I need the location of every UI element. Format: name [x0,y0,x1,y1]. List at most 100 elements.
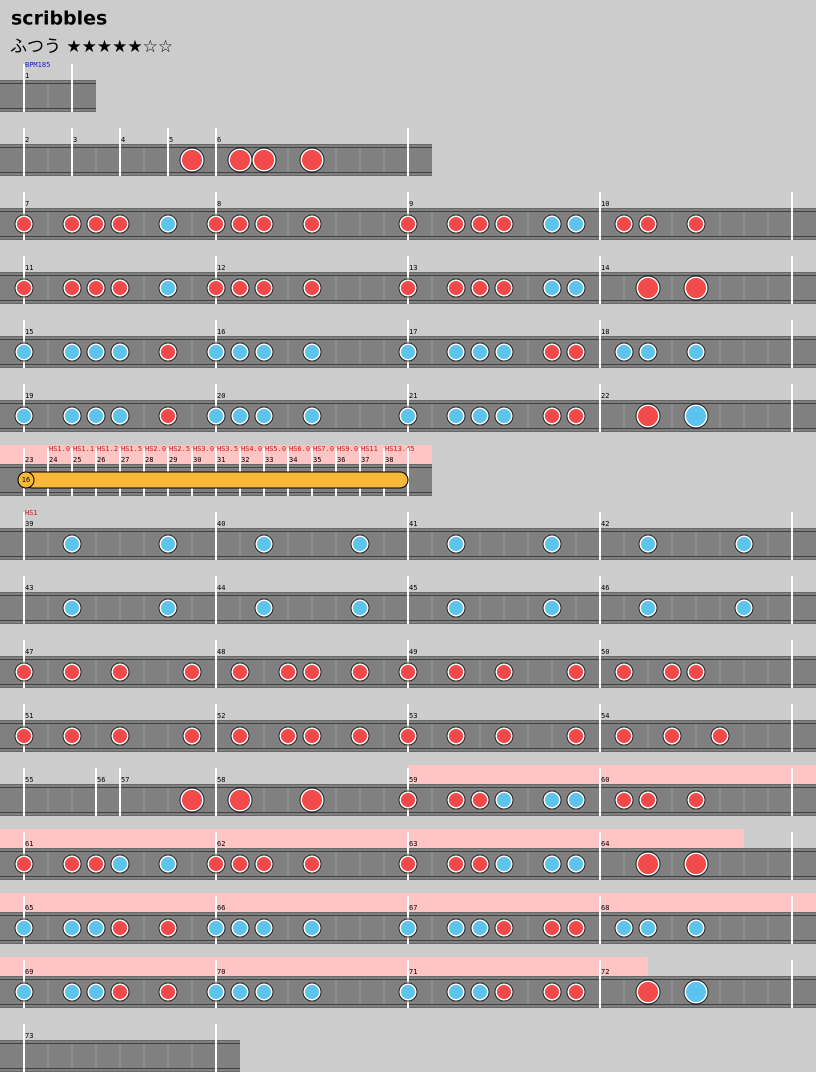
measure-number: 43 [25,584,33,592]
note-outline [230,854,250,874]
measure-number: 62 [217,840,225,848]
note-outline [206,342,226,362]
note [567,727,585,745]
event-label: HS1.5 [121,445,142,453]
note [87,215,105,233]
note-outline [542,854,562,874]
measure-number: 31 [217,456,225,464]
note-outline [446,598,466,618]
note [543,599,561,617]
note-outline [158,854,178,874]
note-outline [566,662,586,682]
measure-number: 66 [217,904,225,912]
note [303,279,321,297]
measure-number: 11 [25,264,33,272]
measure-number: 26 [97,456,105,464]
note-outline [206,918,226,938]
note [495,407,513,425]
measure-number: 3 [73,136,77,144]
note [87,407,105,425]
gogo-band [336,445,360,464]
note [183,663,201,681]
measure-number: 41 [409,520,417,528]
note-outline [542,534,562,554]
event-label: HS2.5 [169,445,190,453]
measure-number: 14 [601,264,609,272]
note [159,599,177,617]
note [495,279,513,297]
note [639,535,657,553]
note [399,727,417,745]
note-outline [566,278,586,298]
note [255,535,273,553]
measure-number: 56 [97,776,105,784]
note [207,343,225,361]
note-outline [470,278,490,298]
note-outline [494,982,514,1002]
note-outline [302,278,322,298]
note-outline [230,342,250,362]
note-outline [110,278,130,298]
note [543,919,561,937]
measure-number: 34 [289,456,297,464]
note-outline [566,214,586,234]
measure-number: 10 [601,200,609,208]
note-outline [299,787,325,813]
note [111,215,129,233]
note-outline [302,406,322,426]
measure-number: 5 [169,136,173,144]
note [567,663,585,681]
note-outline [254,278,274,298]
note-outline [230,214,250,234]
note-outline [350,662,370,682]
note-outline [470,406,490,426]
note [567,855,585,873]
measure-number: 29 [169,456,177,464]
note-outline [86,278,106,298]
gogo-band [216,893,408,912]
measure-number: 18 [601,328,609,336]
note-outline [14,662,34,682]
measure-number: 20 [217,392,225,400]
note-outline [350,598,370,618]
note-outline [398,726,418,746]
gogo-band [600,957,648,976]
note [255,343,273,361]
note [303,727,321,745]
big-note [300,788,324,812]
note [15,919,33,937]
measure-number: 63 [409,840,417,848]
note-outline [206,214,226,234]
note-outline [566,342,586,362]
note [639,791,657,809]
note-outline [542,278,562,298]
note-outline [110,406,130,426]
note-outline [542,342,562,362]
note-outline [14,342,34,362]
note-outline [470,790,490,810]
note [399,983,417,1001]
note-outline [206,278,226,298]
note-outline [566,982,586,1002]
note [399,215,417,233]
big-note [252,148,276,172]
note [447,279,465,297]
note-outline [638,598,658,618]
note [447,599,465,617]
measure-number: 8 [217,200,221,208]
note-outline [350,534,370,554]
note [159,279,177,297]
note-outline [494,406,514,426]
note-outline [182,662,202,682]
note [447,663,465,681]
note-outline [542,598,562,618]
note [687,919,705,937]
measure-number: 27 [121,456,129,464]
note [159,983,177,1001]
note [111,343,129,361]
note-outline [614,790,634,810]
measure-number: 68 [601,904,609,912]
note-outline [62,278,82,298]
note [447,983,465,1001]
note-outline [230,918,250,938]
